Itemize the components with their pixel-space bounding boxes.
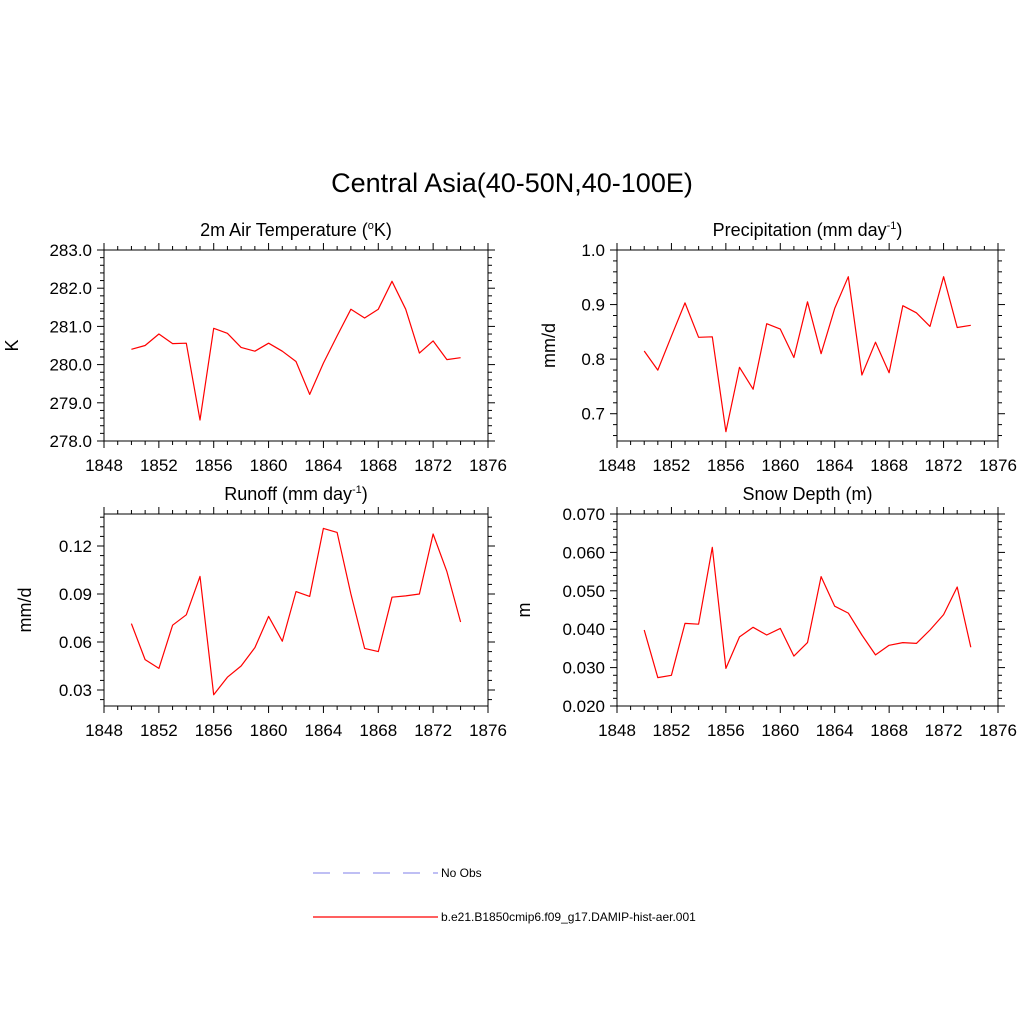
y-axis-label: K — [2, 339, 22, 351]
series-line — [643, 276, 971, 433]
y-tick-label: 279.0 — [49, 394, 92, 413]
x-tick-label: 1860 — [761, 721, 799, 740]
y-tick-label: 0.070 — [562, 505, 605, 524]
panel-precipitation: 1848 1852 1856 1860 1864 1868 1872 1876 0.7 0.8 0.… — [539, 220, 1017, 475]
y-tick-label: 0.03 — [59, 681, 92, 700]
x-tick-label: 1876 — [469, 721, 507, 740]
y-tick-label: 0.060 — [562, 543, 605, 562]
y-tick-label: 0.06 — [59, 633, 92, 652]
y-tick-label: 0.12 — [59, 537, 92, 556]
x-tick-label: 1848 — [85, 456, 123, 475]
plot-frame — [103, 513, 489, 707]
x-tick-label: 1852 — [140, 721, 178, 740]
x-tick-label: 1868 — [359, 721, 397, 740]
y-tick-label: 0.030 — [562, 659, 605, 678]
plot-frame — [616, 513, 999, 707]
x-tick-label: 1864 — [816, 721, 854, 740]
series-line — [130, 527, 462, 696]
y-tick-label: 0.020 — [562, 697, 605, 716]
y-tick-label: 0.09 — [59, 585, 92, 604]
x-tick-label: 1872 — [414, 721, 452, 740]
x-tick-label: 1876 — [469, 456, 507, 475]
x-tick-label: 1848 — [598, 721, 636, 740]
x-tick-label: 1856 — [195, 721, 233, 740]
panel-title: 2m Air Temperature (oK) — [200, 220, 392, 240]
y-tick-label: 281.0 — [49, 317, 92, 336]
x-tick-label: 1856 — [707, 721, 745, 740]
x-tick-label: 1868 — [870, 721, 908, 740]
x-tick-label: 1876 — [979, 456, 1017, 475]
x-tick-label: 1860 — [250, 456, 288, 475]
y-tick-label: 1.0 — [581, 241, 605, 260]
y-axis-label: mm/d — [539, 323, 559, 368]
x-tick-label: 1864 — [305, 721, 343, 740]
x-tick-label: 1872 — [414, 456, 452, 475]
x-tick-label: 1872 — [925, 721, 963, 740]
y-tick-label: 0.9 — [581, 296, 605, 315]
x-tick-label: 1864 — [305, 456, 343, 475]
y-tick-label: 282.0 — [49, 279, 92, 298]
y-tick-label: 280.0 — [49, 356, 92, 375]
panel-runoff: 1848 1852 1856 1860 1864 1868 1872 1876 0.03 0.06… — [15, 484, 507, 740]
y-tick-label: 0.040 — [562, 620, 605, 639]
x-tick-label: 1852 — [653, 721, 691, 740]
x-tick-label: 1868 — [870, 456, 908, 475]
series-line — [643, 546, 972, 679]
legend-entry: No Obs — [313, 866, 482, 880]
y-tick-label: 0.050 — [562, 582, 605, 601]
panel-temperature: 1848 1852 1856 1860 1864 1868 1872 1876 278.0 279… — [2, 220, 507, 475]
y-tick-label: 0.8 — [581, 350, 605, 369]
x-tick-label: 1848 — [598, 456, 636, 475]
figure-title: Central Asia(40-50N,40-100E) — [331, 168, 693, 198]
plot-frame — [616, 249, 999, 442]
x-tick-label: 1876 — [979, 721, 1017, 740]
panel-title: Runoff (mm day-1) — [224, 484, 368, 504]
x-tick-label: 1856 — [707, 456, 745, 475]
panel-snow-depth: 1848 1852 1856 1860 1864 1868 1872 1876 0.020 0.0… — [514, 484, 1017, 740]
x-tick-label: 1852 — [653, 456, 691, 475]
x-tick-label: 1868 — [359, 456, 397, 475]
x-tick-label: 1852 — [140, 456, 178, 475]
series-line — [131, 280, 461, 421]
x-tick-label: 1848 — [85, 721, 123, 740]
x-tick-label: 1860 — [761, 456, 799, 475]
y-tick-label: 278.0 — [49, 432, 92, 451]
panel-title: Precipitation (mm day-1) — [713, 220, 903, 240]
y-tick-label: 0.7 — [581, 405, 605, 424]
legend-label: No Obs — [441, 866, 482, 880]
panel-title: Snow Depth (m) — [742, 484, 872, 504]
plot-frame — [103, 249, 489, 442]
y-tick-label: 283.0 — [49, 241, 92, 260]
x-tick-label: 1872 — [925, 456, 963, 475]
x-tick-label: 1856 — [195, 456, 233, 475]
x-tick-label: 1860 — [250, 721, 288, 740]
legend-label: b.e21.B1850cmip6.f09_g17.DAMIP-hist-aer.… — [441, 910, 696, 924]
y-axis-label: mm/d — [15, 588, 35, 633]
y-axis-label: m — [514, 603, 534, 618]
legend-entry: b.e21.B1850cmip6.f09_g17.DAMIP-hist-aer.… — [313, 910, 696, 924]
x-tick-label: 1864 — [816, 456, 854, 475]
